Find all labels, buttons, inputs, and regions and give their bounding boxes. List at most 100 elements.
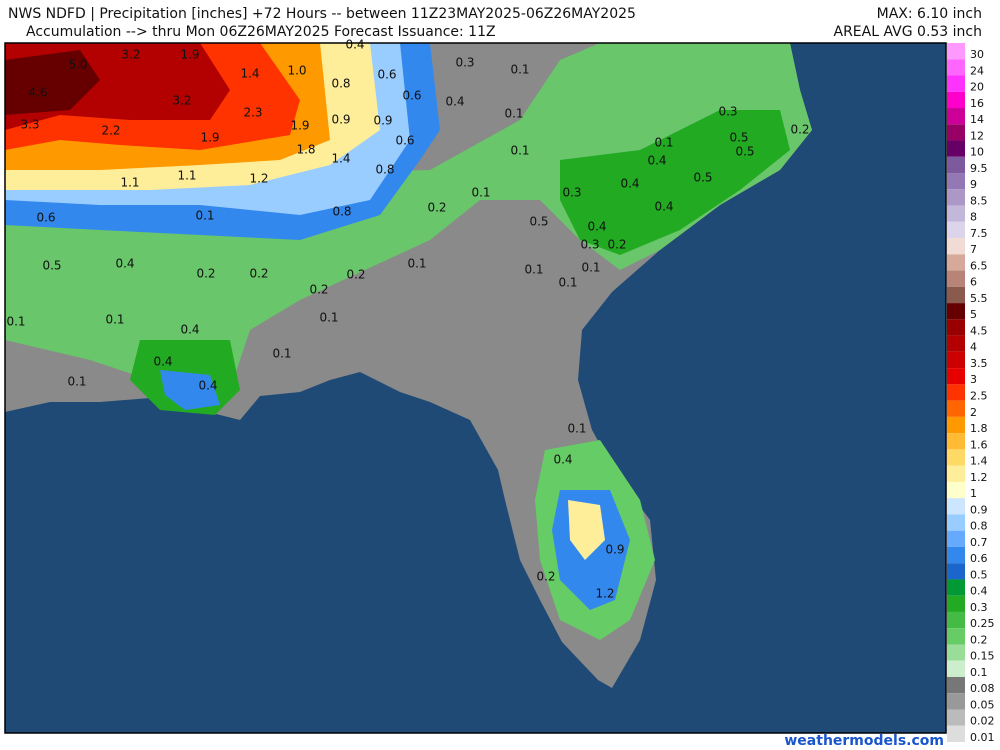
legend-swatch <box>947 595 965 612</box>
map-label: 0.4 <box>654 200 673 214</box>
legend-label: 20 <box>970 81 984 94</box>
legend-label: 9.5 <box>970 162 988 175</box>
map-label: 3.2 <box>172 94 191 108</box>
map-label: 0.2 <box>607 238 626 252</box>
legend-label: 3 <box>970 373 977 386</box>
map-label: 0.2 <box>790 123 809 137</box>
map-label: 0.1 <box>6 315 25 329</box>
subtitle: Accumulation --> thru Mon 06Z26MAY2025 F… <box>26 24 496 40</box>
legend-swatch <box>947 579 965 596</box>
map-label: 0.3 <box>718 105 737 119</box>
legend-label: 3.5 <box>970 357 988 370</box>
legend-swatch <box>947 449 965 466</box>
legend-label: 0.02 <box>970 715 995 728</box>
map-label: 0.5 <box>529 215 548 229</box>
legend-label: 8.5 <box>970 194 988 207</box>
legend-swatch <box>947 221 965 239</box>
map-label: 0.2 <box>309 283 328 297</box>
map-label: 4.6 <box>28 86 47 100</box>
legend-label: 2.5 <box>970 390 988 403</box>
footer: weathermodels.com <box>784 733 944 749</box>
legend-label: 14 <box>970 113 984 126</box>
legend-label: 0.6 <box>970 552 988 565</box>
map-label: 1.2 <box>249 172 268 186</box>
map-label: 0.1 <box>471 186 490 200</box>
legend-swatch <box>947 335 965 352</box>
map-label: 0.1 <box>67 375 86 389</box>
areal-avg: AREAL AVG 0.53 inch <box>834 24 983 40</box>
legend-label: 4.5 <box>970 324 988 337</box>
map-label: 0.8 <box>375 163 394 177</box>
legend-label: 5.5 <box>970 292 988 305</box>
map-label: 0.1 <box>504 107 523 121</box>
legend-swatch <box>947 644 965 661</box>
rain-area <box>560 110 790 255</box>
legend-label: 0.5 <box>970 568 988 581</box>
legend-swatch <box>947 676 965 694</box>
map-label: 0.6 <box>402 89 421 103</box>
legend-label: 1.2 <box>970 471 988 484</box>
map-label: 0.8 <box>332 205 351 219</box>
legend-swatch <box>947 481 965 499</box>
legend: 302420161412109.598.587.576.565.554.543.… <box>947 43 995 744</box>
map-label: 0.6 <box>395 134 414 148</box>
legend-swatch <box>947 254 965 271</box>
legend-label: 7 <box>970 243 977 256</box>
legend-label: 0.7 <box>970 536 988 549</box>
map-label: 0.2 <box>427 201 446 215</box>
legend-label: 1.6 <box>970 438 988 451</box>
legend-label: 7.5 <box>970 227 988 240</box>
legend-label: 0.9 <box>970 503 988 516</box>
map-label: 3.3 <box>20 118 39 132</box>
legend-label: 24 <box>970 64 984 77</box>
legend-label: 12 <box>970 129 984 142</box>
legend-swatch <box>947 270 965 287</box>
map-label: 0.6 <box>377 68 396 82</box>
rain-area <box>5 50 100 115</box>
legend-label: 0.3 <box>970 601 988 614</box>
map-label: 0.5 <box>42 259 61 273</box>
max-value: MAX: 6.10 inch <box>877 6 982 22</box>
legend-swatch <box>947 368 965 385</box>
legend-label: 0.01 <box>970 731 995 744</box>
map-label: 0.4 <box>445 95 464 109</box>
rain-area <box>568 500 605 560</box>
legend-swatch <box>947 156 965 174</box>
legend-swatch <box>947 75 965 92</box>
map-label: 1.0 <box>287 64 306 78</box>
map-label: 5.0 <box>68 58 87 72</box>
map-label: 1.9 <box>290 119 309 133</box>
map-label: 2.2 <box>101 124 120 138</box>
legend-swatch <box>947 563 965 580</box>
map-label: 0.5 <box>693 171 712 185</box>
legend-swatch <box>947 384 965 401</box>
legend-label: 10 <box>970 146 984 159</box>
map-label: 0.6 <box>36 211 55 225</box>
legend-label: 0.8 <box>970 520 988 533</box>
map-label: 0.5 <box>735 145 754 159</box>
legend-label: 1 <box>970 487 977 500</box>
map-label: 0.3 <box>455 56 474 70</box>
map-label: 0.4 <box>620 177 639 191</box>
map-label: 1.4 <box>331 152 350 166</box>
map-label: 1.9 <box>180 48 199 62</box>
map-label: 0.9 <box>605 543 624 557</box>
map-label: 0.1 <box>510 144 529 158</box>
map-label: 0.1 <box>558 276 577 290</box>
legend-label: 0.25 <box>970 617 995 630</box>
map-label: 0.8 <box>331 77 350 91</box>
map-label: 1.1 <box>177 169 196 183</box>
legend-swatch <box>947 351 965 369</box>
legend-label: 1.4 <box>970 455 988 468</box>
map: 0.4 3.2 1.9 0.3 0.1 5.0 1.4 1.0 0.6 4.6 0.8 0.6 3.2 0… <box>5 38 946 733</box>
rain-area <box>160 370 220 410</box>
map-label: 0.1 <box>407 257 426 271</box>
map-frame <box>4 42 947 734</box>
map-label: 1.4 <box>240 67 259 81</box>
legend-swatch <box>947 108 965 125</box>
map-label: 0.1 <box>524 263 543 277</box>
legend-label: 0.15 <box>970 650 995 663</box>
map-label: 0.1 <box>105 313 124 327</box>
legend-label: 6.5 <box>970 259 988 272</box>
legend-label: 16 <box>970 97 984 110</box>
